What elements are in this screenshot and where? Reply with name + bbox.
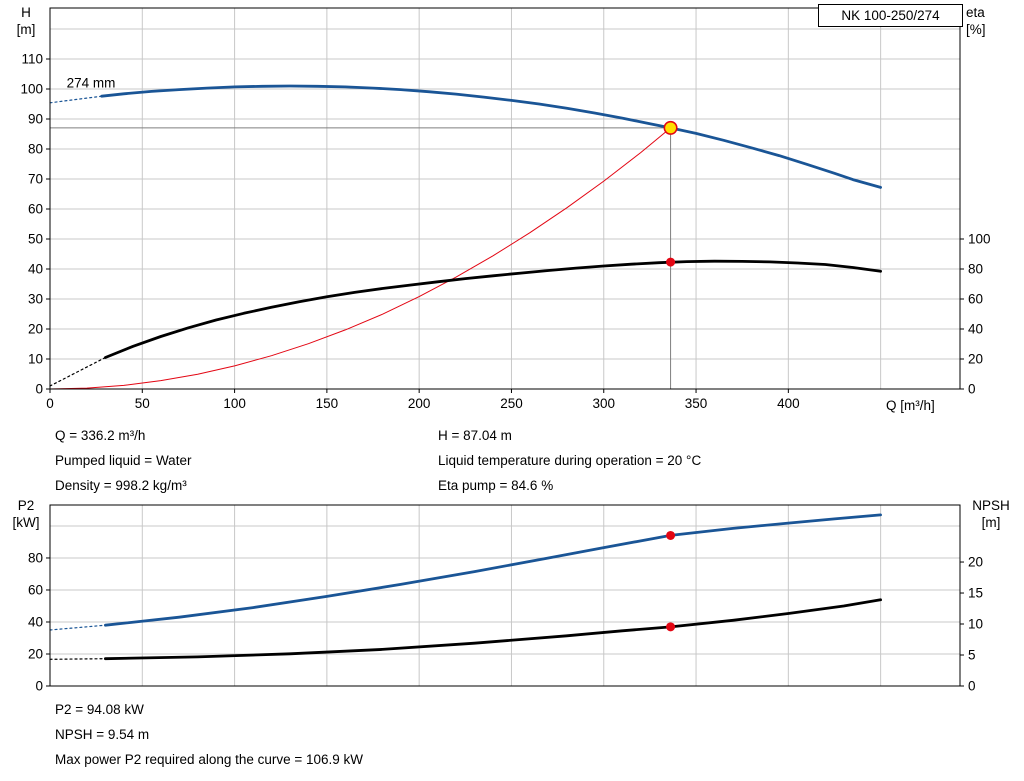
- h-axis-unit: [m]: [16, 22, 36, 37]
- duty-point: [663, 120, 678, 135]
- left-axis-tick-label: 70: [28, 172, 43, 187]
- eta-axis-title: eta [%]: [966, 4, 1018, 38]
- right-axis-tick-label: 10: [968, 617, 983, 632]
- right-axis-tick-label: 80: [968, 262, 983, 277]
- left-axis-tick-label: 60: [28, 202, 43, 217]
- npsh-axis-unit: [m]: [981, 515, 1001, 530]
- left-axis-tick-label: 20: [28, 322, 43, 337]
- npsh-duty-point: [666, 622, 676, 632]
- x-axis-tick-label: 250: [500, 396, 523, 411]
- h-axis-label: H: [21, 5, 31, 20]
- npsh-axis-label: NPSH: [972, 498, 1010, 513]
- right-axis-tick-label: 0: [968, 679, 976, 694]
- left-axis-tick-label: 60: [28, 582, 43, 597]
- left-axis-tick-label: 110: [21, 52, 43, 67]
- hq-curve: [100, 84, 882, 189]
- duty-info-left-column: Q = 336.2 m³/h Pumped liquid = Water Den…: [55, 423, 438, 498]
- p2-axis-unit: [kW]: [12, 515, 40, 530]
- pump-model-box: NK 100-250/274: [818, 4, 963, 27]
- h-axis-title: H [m]: [6, 4, 46, 38]
- eta-duty-point: [666, 257, 676, 267]
- right-axis-tick-label: 20: [968, 352, 983, 367]
- npsh-curve: [104, 598, 882, 661]
- power-npsh-info: P2 = 94.08 kW NPSH = 9.54 m Max power P2…: [55, 697, 363, 772]
- q-axis-title: Q [m³/h]: [886, 398, 935, 413]
- x-axis-tick-label: 300: [592, 396, 615, 411]
- left-axis-tick-label: 10: [28, 352, 43, 367]
- plot-frame: [49, 504, 961, 687]
- right-axis-tick-label: 100: [968, 232, 991, 247]
- p2-curve-dashed-head: [49, 624, 107, 631]
- right-axis-tick-label: 40: [968, 322, 983, 337]
- eta-curve-dashed-head: [49, 356, 107, 387]
- left-axis-tick-label: 100: [20, 82, 43, 97]
- left-axis-tick-label: 0: [35, 382, 43, 397]
- eta-curve: [104, 259, 882, 359]
- x-axis-tick-label: 200: [408, 396, 431, 411]
- x-axis-tick-label: 100: [223, 396, 246, 411]
- p2-value-line: P2 = 94.08 kW: [55, 702, 144, 717]
- q-value-line: Q = 336.2 m³/h: [55, 428, 146, 443]
- hq-eta-chart: 0 10 20 30 40 50 60 70 80 90 100 110 0 20 40 60 80 100 0 50…: [20, 7, 991, 411]
- right-axis-tick-label: 0: [968, 382, 976, 397]
- left-axis-tick-label: 40: [28, 614, 43, 629]
- duty-point-info: Q = 336.2 m³/h Pumped liquid = Water Den…: [55, 423, 701, 498]
- npsh-curve-dashed-head: [49, 658, 107, 660]
- x-axis-tick-label: 0: [46, 396, 54, 411]
- density-line: Density = 998.2 kg/m³: [55, 478, 187, 493]
- left-axis-tick-label: 0: [35, 679, 43, 694]
- x-axis-tick-label: 50: [135, 396, 150, 411]
- p2-duty-point: [666, 530, 676, 540]
- x-axis-tick-label: 150: [316, 396, 339, 411]
- x-axis-tick-label: 350: [685, 396, 708, 411]
- pumped-liquid-line: Pumped liquid = Water: [55, 453, 192, 468]
- left-axis-tick-label: 90: [28, 112, 43, 127]
- plot-frame: [49, 7, 961, 390]
- npsh-axis-title: NPSH [m]: [962, 497, 1020, 531]
- duty-info-right-column: H = 87.04 m Liquid temperature during op…: [438, 423, 701, 498]
- right-axis-tick-label: 20: [968, 555, 983, 570]
- eta-pump-line: Eta pump = 84.6 %: [438, 478, 554, 493]
- eta-axis-unit: [%]: [966, 22, 986, 37]
- left-axis-tick-label: 30: [28, 292, 43, 307]
- p2-axis-label: P2: [17, 498, 35, 513]
- impeller-size-label: 274 mm: [67, 76, 116, 91]
- left-axis-tick-label: 80: [28, 142, 43, 157]
- h-value-line: H = 87.04 m: [438, 428, 512, 443]
- p2-axis-title: P2 [kW]: [4, 497, 48, 531]
- hq-curve-dashed-head: [49, 95, 103, 104]
- left-axis-tick-label: 20: [28, 646, 43, 661]
- p2-curve: [104, 513, 882, 627]
- right-axis-tick-label: 15: [968, 586, 983, 601]
- left-axis-tick-label: 80: [28, 550, 43, 565]
- right-axis-tick-label: 5: [968, 648, 976, 663]
- right-axis-tick-label: 60: [968, 292, 983, 307]
- liquid-temperature-line: Liquid temperature during operation = 20…: [438, 453, 702, 468]
- left-axis-tick-label: 40: [28, 262, 43, 277]
- x-axis-tick-label: 400: [777, 396, 800, 411]
- p2-npsh-chart: 0 20 40 60 80 0 5 10 15 20: [28, 504, 983, 694]
- left-axis-tick-label: 50: [28, 232, 43, 247]
- eta-axis-label: eta: [966, 5, 985, 20]
- npsh-value-line: NPSH = 9.54 m: [55, 727, 150, 742]
- max-power-line: Max power P2 required along the curve = …: [55, 752, 364, 767]
- system-curve: [49, 127, 672, 390]
